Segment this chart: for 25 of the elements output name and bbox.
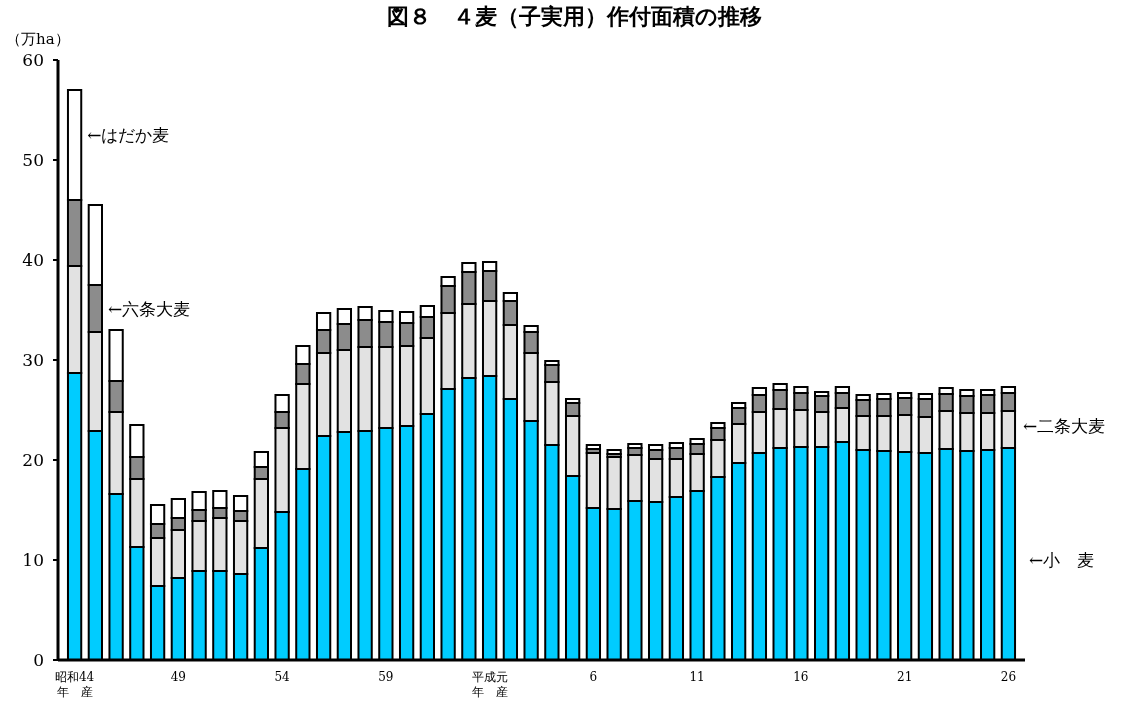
y-tick-label: 20 xyxy=(22,450,44,470)
x-tick-label: 昭和44年 産 xyxy=(54,670,95,699)
x-tick-label: 6 xyxy=(589,670,598,684)
y-tick-label: 40 xyxy=(22,250,44,270)
x-tick-label: 11 xyxy=(689,670,705,684)
y-tick-label: 30 xyxy=(22,350,44,370)
x-tick-label: 59 xyxy=(378,670,394,684)
y-tick-label: 60 xyxy=(22,50,44,70)
x-tick-label: 平成元年 産 xyxy=(471,670,508,699)
x-tick-label: 26 xyxy=(1000,670,1017,684)
x-tick-label: 16 xyxy=(793,670,809,684)
series-label: ←二条大麦 xyxy=(1023,416,1106,436)
series-label: ←小 麦 xyxy=(1029,550,1095,570)
bar xyxy=(606,449,622,455)
y-tick-label: 10 xyxy=(22,550,44,570)
x-tick-label: 49 xyxy=(170,670,186,684)
x-tick-label: 54 xyxy=(274,670,291,684)
chart-title: 図８ ４麦（子実用）作付面積の推移 xyxy=(386,4,762,29)
bar xyxy=(585,444,602,450)
y-tick-label: 0 xyxy=(33,650,44,670)
x-tick-label: 21 xyxy=(897,670,913,684)
y-axis-title: （万ha） xyxy=(6,30,70,48)
y-tick-label: 50 xyxy=(22,150,44,170)
series-label: ←はだか麦 xyxy=(87,125,170,145)
series-label: ←六条大麦 xyxy=(107,298,191,319)
